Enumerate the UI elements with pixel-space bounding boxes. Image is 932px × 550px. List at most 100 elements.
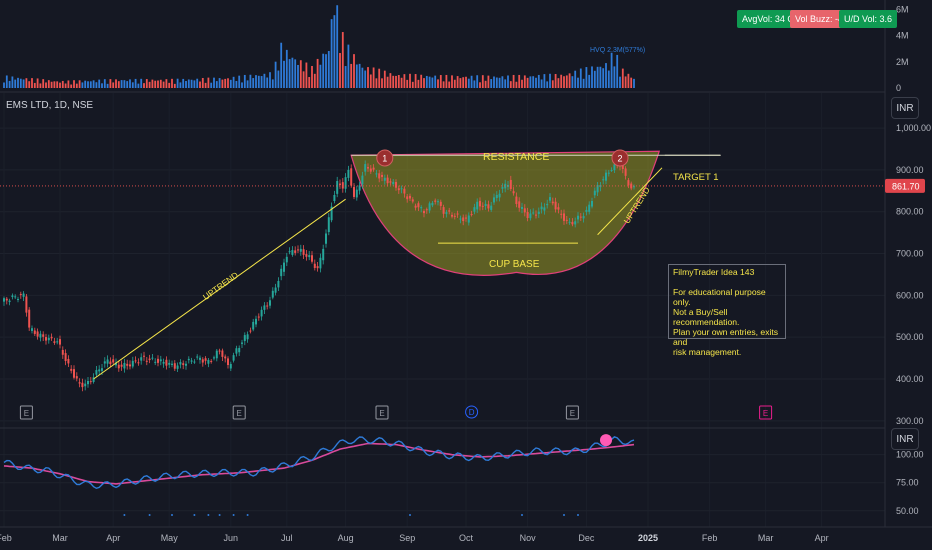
volume-bar — [64, 83, 67, 88]
volume-bar — [159, 79, 162, 88]
candle-body — [81, 382, 84, 388]
volume-bar — [341, 32, 344, 88]
volume-bar — [495, 77, 498, 88]
candle-body — [238, 348, 241, 353]
candle-body — [22, 293, 25, 297]
volume-bar — [565, 75, 568, 88]
candle-body — [11, 295, 14, 298]
candle-body — [347, 169, 350, 178]
volume-bar — [266, 77, 269, 88]
volume-bar — [470, 75, 473, 88]
volume-tick-label: 2M — [896, 57, 909, 67]
candle-body — [610, 170, 613, 172]
candle-body — [425, 209, 428, 211]
volume-bar — [518, 74, 521, 88]
volume-bar — [372, 67, 375, 88]
oscillator-currency-button[interactable]: INR — [891, 428, 919, 450]
candle-body — [403, 188, 406, 194]
volume-bar — [101, 83, 103, 88]
candle-body — [504, 183, 507, 189]
candle-body — [389, 181, 392, 183]
volume-bar — [423, 78, 425, 88]
volume-bar — [84, 80, 87, 88]
volume-bar — [22, 79, 25, 88]
volume-bar — [190, 79, 193, 88]
volume-bar — [406, 79, 409, 88]
volume-bar — [540, 79, 543, 88]
volume-bar — [173, 83, 176, 88]
volume-bar — [201, 77, 204, 88]
volume-bar — [106, 83, 109, 88]
volume-bar — [327, 50, 330, 88]
volume-bar — [439, 75, 442, 88]
volume-bar — [182, 78, 185, 88]
volume-bar — [319, 64, 322, 88]
target-label: TARGET 1 — [673, 172, 719, 183]
candle-body — [607, 172, 610, 174]
volume-bar — [333, 15, 336, 88]
marker-1-circle — [376, 149, 394, 167]
candle-body — [381, 174, 383, 177]
currency-button[interactable]: INR — [891, 97, 919, 119]
volume-bar — [367, 67, 369, 88]
time-tick-label: Aug — [338, 533, 354, 543]
candle-body — [621, 165, 624, 170]
volume-bar — [330, 19, 333, 88]
volume-bar — [31, 78, 33, 88]
hvq-label: HVQ 2.3M(577%) — [590, 47, 645, 54]
volume-bar — [311, 65, 313, 88]
volume-bar — [481, 75, 484, 88]
volume-bar — [36, 78, 39, 88]
candle-body — [171, 363, 173, 365]
candle-body — [151, 357, 154, 359]
volume-bar — [98, 79, 101, 88]
volume-bar — [269, 72, 271, 88]
volume-bar — [246, 80, 249, 88]
candle-body — [526, 212, 529, 218]
candle-body — [25, 296, 28, 313]
candle-body — [5, 298, 8, 301]
volume-bar — [386, 76, 389, 88]
note-line: Plan your own entries, exits and — [673, 327, 779, 347]
candle-body — [591, 200, 593, 207]
volume-bar — [375, 78, 378, 88]
symbol-title[interactable]: EMS LTD, 1D, NSE — [6, 100, 94, 111]
volume-bar — [535, 77, 537, 88]
volume-bar — [431, 77, 434, 88]
volume-bar — [543, 74, 546, 88]
candle-body — [227, 358, 229, 365]
volume-bar — [297, 64, 299, 88]
volume-bar — [120, 80, 123, 88]
volume-bar — [560, 74, 563, 88]
volume-bar — [633, 78, 635, 88]
volume-bar — [215, 81, 218, 88]
candle-body — [193, 361, 196, 363]
candle-body — [64, 353, 67, 361]
candle-body — [582, 216, 585, 219]
candle-body — [28, 309, 31, 328]
volume-bar — [232, 76, 235, 88]
candle-body — [554, 201, 557, 210]
candle-body — [448, 210, 451, 212]
volume-bar — [299, 60, 302, 88]
candle-body — [574, 221, 577, 225]
candle-body — [235, 348, 238, 354]
candle-body — [75, 376, 78, 379]
candle-body — [269, 300, 271, 306]
candle-body — [134, 360, 137, 362]
oscillator-highlight-dot — [600, 434, 612, 447]
volume-bar — [39, 83, 42, 88]
candle-body — [386, 177, 389, 184]
candle-body — [423, 211, 425, 214]
volume-bar — [81, 82, 84, 88]
candle-body — [280, 268, 283, 277]
marker-2-label: 2 — [617, 154, 622, 164]
candle-body — [291, 250, 294, 255]
candle-body — [417, 203, 420, 208]
volume-bar — [103, 79, 106, 88]
cup-base-label: CUP BASE — [489, 259, 540, 270]
volume-bar — [207, 77, 210, 88]
candle-body — [255, 318, 257, 325]
volume-bar — [45, 82, 47, 88]
